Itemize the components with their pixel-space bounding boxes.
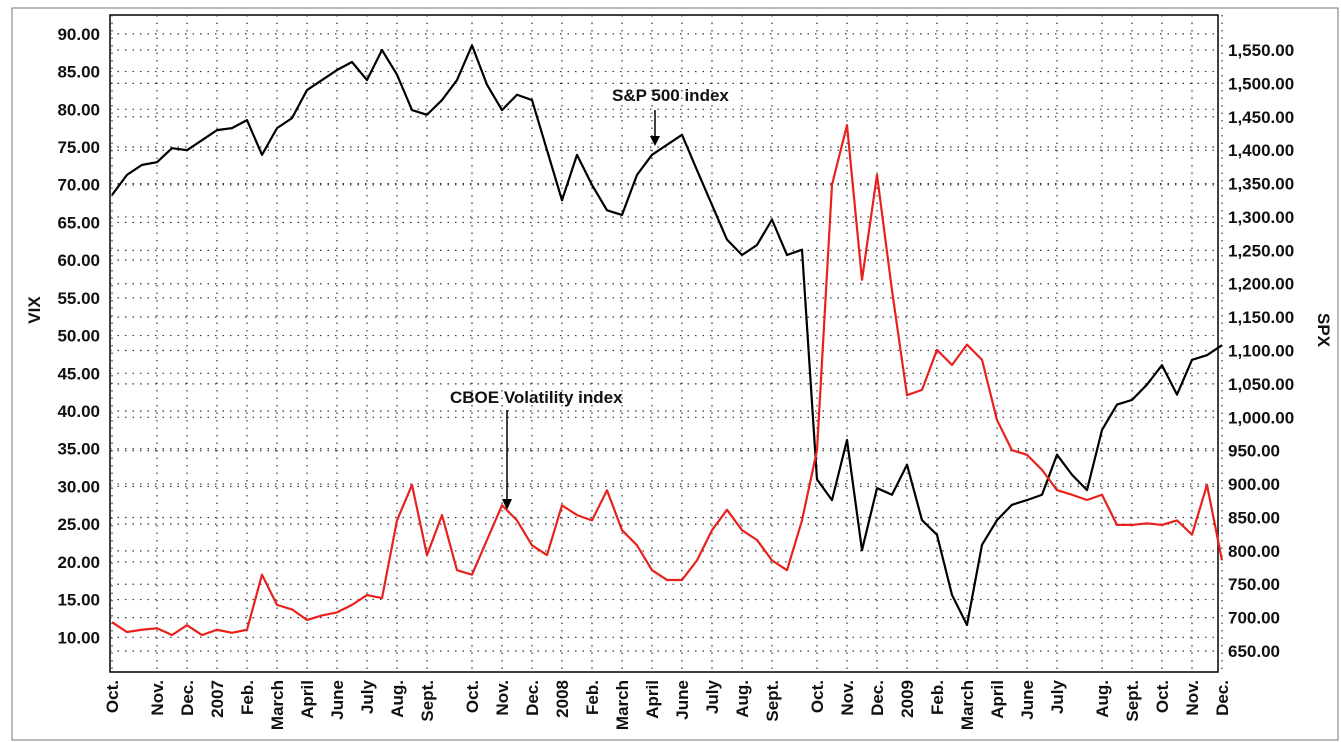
x-tick-label: Sept. [418,680,437,722]
y-tick-label: 90.00 [57,25,100,44]
x-tick-label: Sept. [1123,680,1142,722]
y-tick-label: 50.00 [57,327,100,346]
annotation: CBOE Volatility index [450,388,623,407]
x-tick-label: Aug. [1093,680,1112,718]
x-tick-label: Nov. [493,680,512,716]
x-tick-label: Nov. [1183,680,1202,716]
x-tick-label: Oct. [463,680,482,713]
x-tick-label: June [328,680,347,720]
x-tick-label: July [358,679,377,714]
y-tick-label: 35.00 [57,440,100,459]
x-tick-label: June [673,680,692,720]
y2-tick-label: 650.00 [1228,642,1280,661]
y2-tick-label: 1,350.00 [1228,175,1294,194]
x-tick-label: Nov. [148,680,167,716]
y-tick-label: 10.00 [57,628,100,647]
x-tick-label: April [298,680,317,719]
y-tick-label: 20.00 [57,553,100,572]
y-tick-label: 30.00 [57,477,100,496]
arrowhead [650,136,660,146]
y-tick-label: 15.00 [57,591,100,610]
y-tick-label: 80.00 [57,100,100,119]
x-tick-label: June [1018,680,1037,720]
x-tick-label: Sept. [763,680,782,722]
x-tick-label: Feb. [928,680,947,715]
y2-tick-label: 1,200.00 [1228,275,1294,294]
x-tick-label: Dec. [523,680,542,716]
x-tick-label: Feb. [583,680,602,715]
x-tick-label: April [643,680,662,719]
plot-area [109,14,1219,673]
x-tick-label: Dec. [178,680,197,716]
x-tick-label: Feb. [238,680,257,715]
y-tick-label: 60.00 [57,251,100,270]
y2-tick-label: 950.00 [1228,442,1280,461]
x-tick-label: Nov. [838,680,857,716]
x-tick-label: March [613,680,632,730]
frame [11,7,1339,741]
x-tick-label: 2007 [208,680,227,718]
y2-tick-label: 1,250.00 [1228,241,1294,260]
y-tick-label: 55.00 [57,289,100,308]
series-line [111,124,1224,637]
y2-tick-label: 800.00 [1228,542,1280,561]
y-tick-label: 40.00 [57,402,100,421]
y2-axis-title: SPX [1314,313,1333,348]
x-tick-label: Aug. [733,680,752,718]
y-tick-label: 65.00 [57,213,100,232]
y2-tick-label: 1,550.00 [1228,41,1294,60]
x-tick-label: July [703,679,722,714]
annotation: S&P 500 index [612,86,729,105]
x-tick-label: April [988,680,1007,719]
y2-tick-label: 1,100.00 [1228,342,1294,361]
x-tick-label: 2009 [898,680,917,718]
y-tick-label: 75.00 [57,138,100,157]
x-tick-label: 2008 [553,680,572,718]
x-tick-label: Aug. [388,680,407,718]
y2-tick-label: 900.00 [1228,475,1280,494]
y-axis-title: VIX [25,296,44,324]
y2-tick-label: 1,000.00 [1228,408,1294,427]
y-tick-label: 45.00 [57,364,100,383]
y2-tick-label: 1,450.00 [1228,108,1294,127]
arrowhead [502,499,512,510]
x-tick-label: Dec. [1213,680,1232,716]
y2-tick-label: 1,150.00 [1228,308,1294,327]
y2-tick-label: 850.00 [1228,508,1280,527]
x-tick-label: Dec. [868,680,887,716]
x-tick-label: March [958,680,977,730]
x-tick-label: Oct. [1153,680,1172,713]
series-line [111,44,1223,627]
x-tick-label: Oct. [103,680,122,713]
y2-tick-label: 1,400.00 [1228,141,1294,160]
y-tick-label: 25.00 [57,515,100,534]
y-tick-label: 70.00 [57,176,100,195]
y2-tick-label: 750.00 [1228,575,1280,594]
y2-tick-label: 1,300.00 [1228,208,1294,227]
x-tick-label: March [268,680,287,730]
x-tick-label: Oct. [808,680,827,713]
y2-tick-label: 1,500.00 [1228,74,1294,93]
y2-tick-label: 1,050.00 [1228,375,1294,394]
x-tick-label: July [1048,679,1067,714]
y2-tick-label: 700.00 [1228,609,1280,628]
y-tick-label: 85.00 [57,63,100,82]
